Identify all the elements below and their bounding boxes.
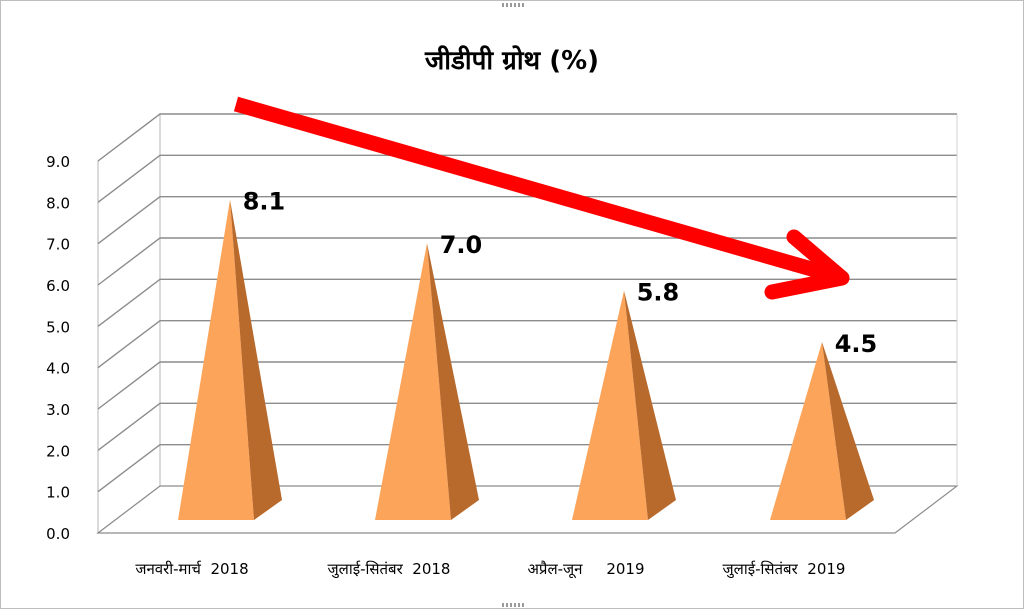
bar-pyramid — [178, 199, 282, 520]
gridline — [97, 402, 957, 451]
gridline — [97, 443, 957, 493]
x-axis: जनवरी-मार्च 2018 जुलाई-सितंबर 2018 अप्रैल-… — [135, 560, 845, 579]
data-label: 4.5 — [835, 330, 878, 358]
arrow-head — [764, 229, 850, 300]
y-tick-label: 4.0 — [46, 360, 70, 378]
y-tick-label: 0.0 — [46, 525, 70, 543]
side-wall — [97, 112, 161, 535]
arrow-shaft — [233, 96, 839, 284]
gridline — [97, 278, 957, 327]
gridline — [97, 154, 957, 203]
resize-handle-top[interactable] — [502, 3, 524, 7]
y-tick-label: 8.0 — [46, 194, 70, 212]
y-tick-label: 3.0 — [46, 401, 70, 419]
gridline — [97, 113, 957, 162]
data-label: 5.8 — [637, 279, 680, 307]
y-tick-label: 7.0 — [46, 236, 70, 254]
bar-pyramid — [572, 290, 676, 520]
y-axis: 0.0 1.0 2.0 3.0 4.0 5.0 6.0 7.0 8.0 9.0 — [46, 153, 70, 543]
x-tick-label: जुलाई-सितंबर 2018 — [328, 560, 451, 579]
bar-face-side — [427, 243, 479, 520]
resize-handle-bottom[interactable] — [502, 603, 524, 607]
x-tick-label: जनवरी-मार्च 2018 — [135, 560, 248, 578]
y-tick-label: 5.0 — [46, 318, 70, 336]
bar-pyramid — [770, 342, 874, 520]
bar-face-side — [822, 342, 874, 520]
gridline — [97, 361, 957, 410]
data-labels: 8.1 7.0 5.8 4.5 — [243, 188, 878, 358]
bar-face-front — [572, 290, 648, 520]
y-tick-label: 6.0 — [46, 277, 70, 295]
bar-pyramid — [375, 243, 479, 520]
bar-face-front — [178, 199, 254, 520]
y-tick-label: 2.0 — [46, 442, 70, 460]
y-tick-label: 9.0 — [46, 153, 70, 171]
bar-face-front — [770, 342, 846, 520]
bar-face-side — [624, 290, 676, 520]
x-tick-label: अप्रैल-जून 2019 — [527, 560, 644, 579]
y-tick-label: 1.0 — [46, 484, 70, 502]
chart-title: जीडीपी ग्रोथ (%) — [424, 45, 599, 76]
bar-face-side — [230, 199, 282, 520]
x-tick-label: जुलाई-सितंबर 2019 — [723, 560, 846, 579]
data-label: 8.1 — [243, 188, 286, 216]
trend-arrow — [233, 96, 850, 300]
gridline — [97, 319, 957, 369]
gridline — [97, 195, 957, 245]
bar-face-front — [375, 243, 451, 520]
bars — [178, 199, 874, 520]
data-label: 7.0 — [440, 231, 483, 259]
